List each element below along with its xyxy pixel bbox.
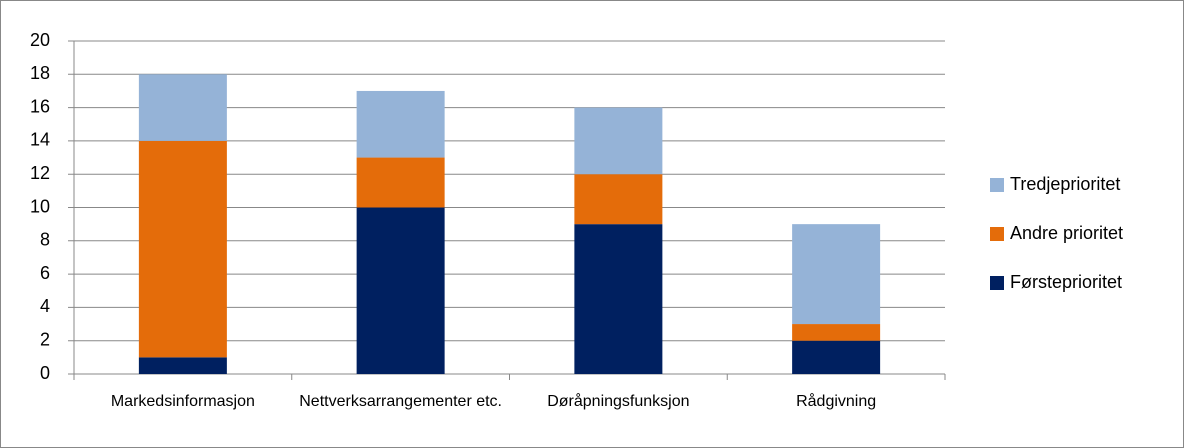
bar-segment bbox=[792, 340, 881, 374]
bar-segment bbox=[574, 224, 663, 374]
bar-segment bbox=[792, 224, 881, 325]
y-tick-label: 2 bbox=[40, 329, 50, 349]
y-tick-label: 20 bbox=[30, 30, 50, 50]
y-tick-label: 16 bbox=[30, 96, 50, 116]
legend-label: Førsteprioritet bbox=[1010, 272, 1122, 292]
x-tick-label: Døråpningsfunksjon bbox=[547, 393, 690, 410]
bar-segment bbox=[792, 324, 881, 341]
x-tick-label: Nettverksarrangementer etc. bbox=[299, 393, 502, 410]
y-tick-label: 10 bbox=[30, 196, 50, 216]
bar-segment bbox=[574, 107, 663, 175]
x-tick-label: Rådgivning bbox=[796, 393, 877, 410]
bar-segment bbox=[356, 90, 445, 158]
y-tick-label: 8 bbox=[40, 230, 50, 250]
legend-label: Andre prioritet bbox=[1010, 223, 1123, 243]
y-tick-label: 4 bbox=[40, 296, 50, 316]
bar-segment bbox=[138, 74, 227, 141]
bar-segment bbox=[356, 157, 445, 208]
bar-segment bbox=[138, 357, 227, 374]
legend-swatch bbox=[990, 178, 1004, 192]
y-tick-label: 18 bbox=[30, 63, 50, 83]
y-tick-label: 12 bbox=[30, 163, 50, 183]
bar-segment bbox=[138, 140, 227, 358]
bar-segment bbox=[574, 174, 663, 225]
legend-swatch bbox=[990, 276, 1004, 290]
y-tick-label: 0 bbox=[40, 363, 50, 383]
y-tick-label: 14 bbox=[30, 130, 50, 150]
x-tick-label: Markedsinformasjon bbox=[110, 393, 255, 410]
y-tick-label: 6 bbox=[40, 263, 50, 283]
bar-segment bbox=[356, 207, 445, 374]
legend-label: Tredjeprioritet bbox=[1010, 174, 1120, 194]
legend-swatch bbox=[990, 227, 1004, 241]
